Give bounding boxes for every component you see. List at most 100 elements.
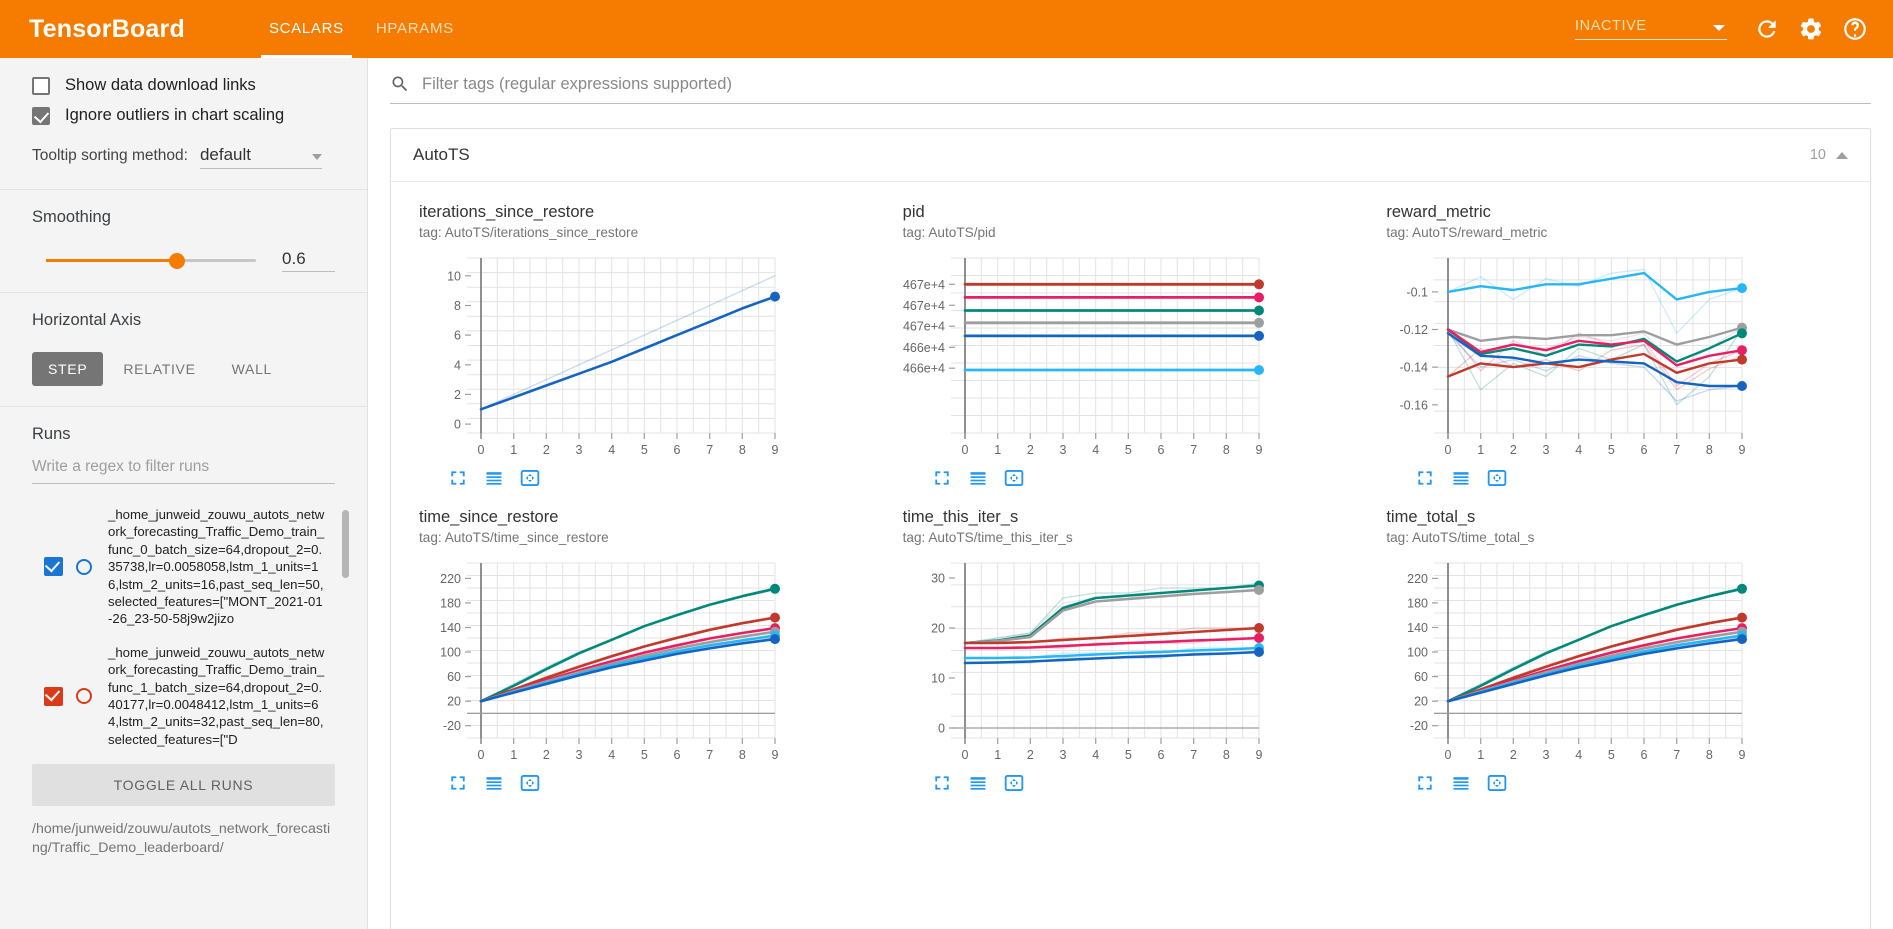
fit-domain-icon[interactable] — [1486, 467, 1508, 489]
svg-text:7: 7 — [706, 443, 713, 457]
data-series-icon[interactable] — [1450, 467, 1472, 489]
expand-icon[interactable] — [447, 772, 469, 794]
run-color-swatch[interactable] — [76, 558, 92, 575]
run-controls — [32, 686, 108, 706]
tab-hparams[interactable]: HPARAMS — [375, 20, 454, 37]
horizontal-axis-label: Horizontal Axis — [32, 311, 142, 329]
fit-domain-icon[interactable] — [519, 467, 541, 489]
expand-icon[interactable] — [447, 467, 469, 489]
expand-icon[interactable] — [1414, 772, 1436, 794]
svg-text:8: 8 — [1222, 443, 1229, 457]
list-item[interactable]: _home_junweid_zouwu_autots_network_forec… — [32, 644, 335, 748]
reload-mode-select[interactable]: INACTIVE — [1575, 18, 1727, 40]
svg-text:2: 2 — [1510, 748, 1517, 762]
smoothing-slider-knob[interactable] — [169, 252, 185, 269]
ignore-outliers-label: Ignore outliers in chart scaling — [65, 106, 285, 124]
chart-plot[interactable]: -0.1 -0.12 -0.14 -0.16 0 1 2 3 4 5 6 7 8 9 — [1386, 250, 1842, 465]
sidebar-display-options: Show data download links Ignore outliers… — [0, 58, 367, 190]
list-item[interactable]: _home_junweid_zouwu_autots_network_forec… — [32, 506, 335, 628]
chart-title: iterations_since_restore — [419, 203, 595, 221]
tab-scalars[interactable]: SCALARS — [253, 0, 360, 58]
expand-icon[interactable] — [931, 772, 953, 794]
gear-icon[interactable] — [1791, 9, 1831, 49]
run-checkbox[interactable] — [44, 686, 63, 706]
chart-plot[interactable]: -20 20 60 100 140 180 220 0 1 2 3 4 5 6 7 8 9 — [419, 555, 875, 770]
svg-text:2: 2 — [1026, 443, 1033, 457]
chevron-up-icon[interactable] — [1836, 151, 1848, 159]
run-checkbox[interactable] — [44, 557, 63, 577]
ignore-outliers-checkbox[interactable] — [32, 106, 50, 125]
fit-domain-icon[interactable] — [519, 772, 541, 794]
axis-option-step[interactable]: STEP — [32, 352, 104, 386]
tooltip-sorting-select[interactable]: default — [199, 145, 322, 169]
svg-text:6: 6 — [454, 329, 461, 343]
chart-plot[interactable]: 0 10 20 30 0 1 2 3 4 5 6 7 8 9 — [903, 555, 1359, 770]
axis-option-wall[interactable]: WALL — [231, 361, 273, 377]
svg-text:-0.16: -0.16 — [1400, 398, 1429, 412]
svg-text:9: 9 — [1739, 748, 1746, 762]
svg-text:20: 20 — [931, 622, 945, 636]
chart-grid: iterations_since_restore tag: AutoTS/iter… — [391, 182, 1870, 800]
runs-scrollbar[interactable] — [342, 510, 349, 578]
chart-title: time_this_iter_s — [902, 508, 1019, 526]
svg-text:180: 180 — [1407, 596, 1428, 610]
svg-text:5: 5 — [1124, 748, 1131, 762]
svg-text:1: 1 — [1478, 748, 1485, 762]
svg-text:8: 8 — [454, 299, 461, 313]
data-series-icon[interactable] — [967, 772, 989, 794]
chart-card-time-this-iter-s: time_this_iter_s tag: AutoTS/time_this_it… — [889, 495, 1373, 800]
refresh-icon[interactable] — [1747, 9, 1787, 49]
run-label: _home_junweid_zouwu_autots_network_forec… — [108, 644, 325, 747]
svg-text:180: 180 — [440, 596, 461, 610]
smoothing-slider[interactable] — [46, 252, 257, 269]
chart-plot[interactable]: 0 2 4 6 8 10 0 1 2 3 4 5 6 7 8 9 — [419, 250, 875, 465]
svg-text:0: 0 — [478, 443, 485, 457]
chart-toolbar — [419, 772, 875, 794]
svg-text:60: 60 — [447, 670, 461, 684]
smoothing-value-input[interactable]: 0.6 — [282, 249, 335, 272]
svg-text:3: 3 — [576, 443, 583, 457]
expand-icon[interactable] — [931, 467, 953, 489]
svg-text:8: 8 — [739, 748, 746, 762]
expand-icon[interactable] — [1414, 467, 1436, 489]
chevron-down-icon — [1713, 25, 1725, 31]
fit-domain-icon[interactable] — [1486, 772, 1508, 794]
svg-text:2: 2 — [1026, 748, 1033, 762]
data-series-icon[interactable] — [483, 772, 505, 794]
data-series-icon[interactable] — [483, 467, 505, 489]
chart-title: pid — [902, 203, 925, 221]
axis-option-relative[interactable]: RELATIVE — [123, 361, 196, 377]
svg-text:0: 0 — [1445, 443, 1452, 457]
svg-text:6: 6 — [1157, 748, 1164, 762]
svg-text:100: 100 — [1407, 646, 1428, 660]
fit-domain-icon[interactable] — [1003, 772, 1025, 794]
svg-text:1: 1 — [510, 748, 517, 762]
svg-text:0: 0 — [478, 748, 485, 762]
data-series-icon[interactable] — [1450, 772, 1472, 794]
svg-text:6: 6 — [674, 748, 681, 762]
chart-tag: tag: AutoTS/time_since_restore — [419, 530, 609, 545]
reload-mode-label: INACTIVE — [1575, 18, 1647, 34]
toggle-all-runs-button[interactable]: TOGGLE ALL RUNS — [32, 764, 335, 807]
svg-text:6: 6 — [674, 443, 681, 457]
sidebar-runs: Runs Write a regex to filter runs _home_… — [0, 407, 367, 878]
fit-domain-icon[interactable] — [1003, 467, 1025, 489]
svg-text:1: 1 — [510, 443, 517, 457]
show-download-links-checkbox[interactable] — [32, 76, 50, 95]
svg-text:7: 7 — [1674, 443, 1681, 457]
svg-text:7: 7 — [1190, 443, 1197, 457]
chart-tag: tag: AutoTS/time_this_iter_s — [902, 530, 1073, 545]
chart-plot[interactable]: 2.467e+4 2.467e+4 2.467e+4 2.466e+4 2.466e+4… — [903, 250, 1359, 465]
svg-text:1: 1 — [1478, 443, 1485, 457]
svg-text:4: 4 — [608, 443, 615, 457]
data-series-icon[interactable] — [967, 467, 989, 489]
run-color-swatch[interactable] — [76, 688, 92, 705]
help-icon[interactable] — [1835, 9, 1875, 49]
tag-filter-input[interactable]: Filter tags (regular expressions support… — [422, 74, 732, 93]
chart-plot[interactable]: -20 20 60 100 140 180 220 0 1 2 3 4 5 6 7 8 9 — [1386, 555, 1842, 770]
show-download-links-row[interactable]: Show data download links — [32, 76, 335, 95]
ignore-outliers-row[interactable]: Ignore outliers in chart scaling — [32, 106, 335, 125]
svg-text:-0.14: -0.14 — [1400, 361, 1429, 375]
svg-text:7: 7 — [1674, 748, 1681, 762]
runs-filter-input[interactable]: Write a regex to filter runs — [32, 458, 335, 484]
